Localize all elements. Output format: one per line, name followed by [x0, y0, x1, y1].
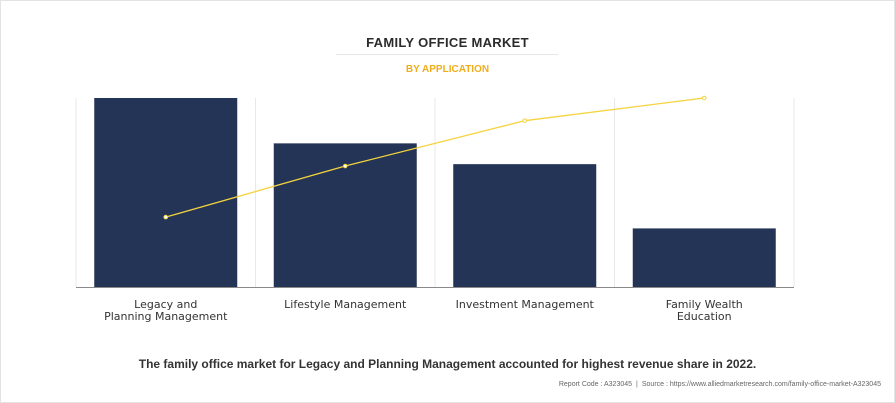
- trend-point: [342, 163, 348, 169]
- x-tick-label: Lifestyle Management: [284, 298, 407, 311]
- title-divider: [336, 54, 558, 55]
- chart-subtitle: BY APPLICATION: [405, 64, 490, 75]
- x-tick-label: Education: [677, 310, 732, 323]
- bar: [453, 164, 597, 287]
- bar: [94, 98, 238, 287]
- x-tick-label: Planning Management: [104, 310, 228, 323]
- x-tick-label: Family Wealth: [666, 298, 743, 311]
- footer-separator: |: [636, 381, 638, 388]
- x-tick-label: Legacy and: [134, 298, 197, 311]
- report-footer: Report Code : A323045 | Source : https://w…: [559, 381, 881, 388]
- report-code: Report Code : A323045: [558, 381, 633, 388]
- trend-point: [522, 118, 528, 123]
- trend-line: [165, 97, 705, 218]
- chart-title: FAMILY OFFICE MARKET: [366, 35, 529, 50]
- chart-caption: The family office market for Legacy and …: [138, 357, 757, 371]
- bar: [632, 228, 776, 287]
- x-tick-label: Investment Management: [456, 298, 595, 311]
- trend-point: [163, 214, 169, 220]
- source-link[interactable]: Source : https://www.alliedmarketresearc…: [641, 381, 881, 388]
- trend-point: [701, 95, 707, 101]
